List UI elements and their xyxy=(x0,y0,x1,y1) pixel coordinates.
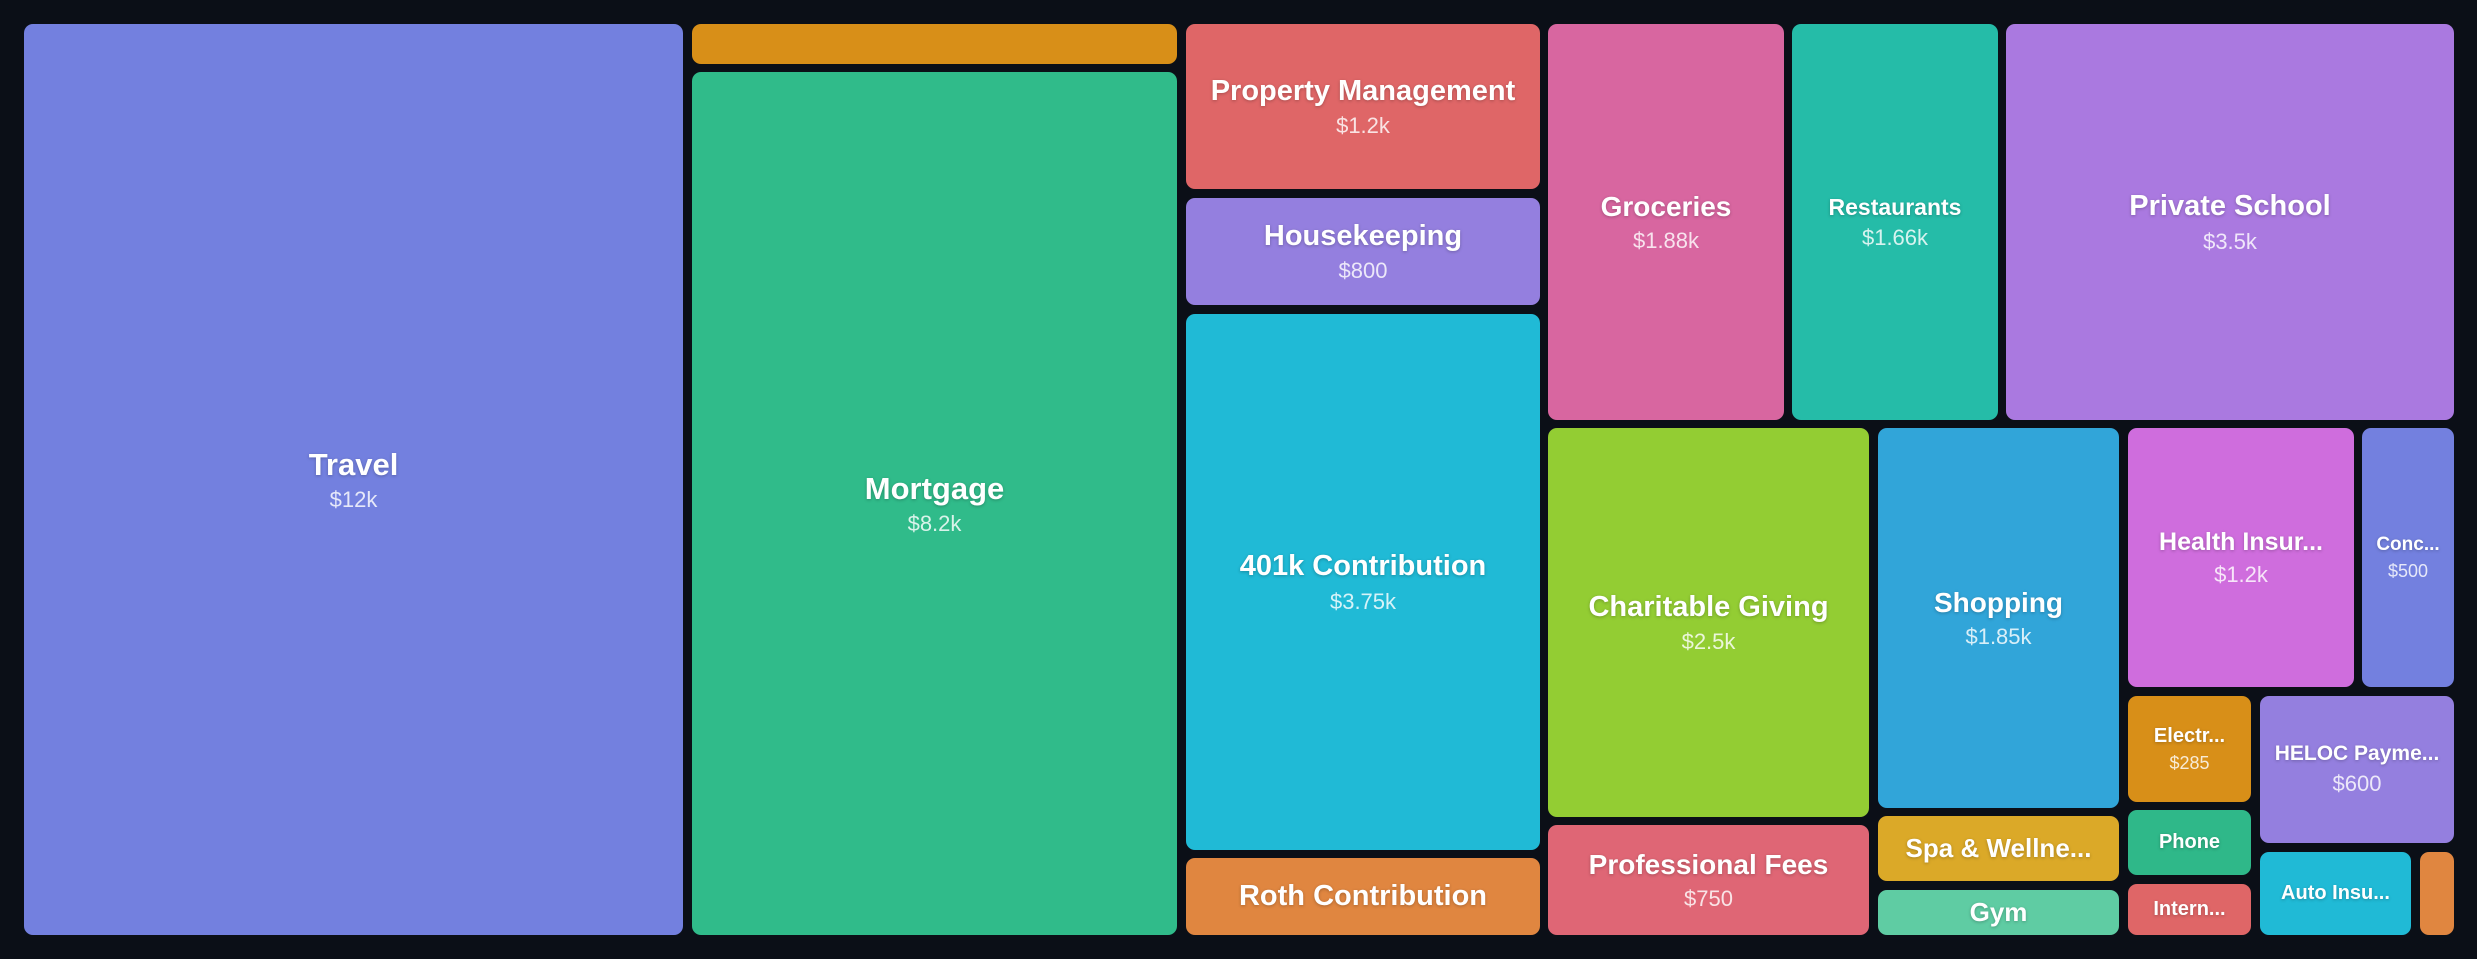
treemap-tile-private-school[interactable]: Private School $3.5k xyxy=(2006,24,2454,420)
tile-label: Gym xyxy=(1969,896,2028,927)
tile-label: Phone xyxy=(2158,831,2221,853)
tile-value: $2.5k xyxy=(1681,629,1736,655)
tile-label: HELOC Payme... xyxy=(2274,742,2440,766)
treemap-tile-shopping[interactable]: Shopping $1.85k xyxy=(1878,428,2119,808)
tile-label: Property Management xyxy=(1210,74,1516,107)
tile-label: Charitable Giving xyxy=(1588,590,1829,623)
tile-value: $1.66k xyxy=(1861,225,1929,251)
tile-value: $800 xyxy=(1338,258,1388,284)
treemap-tile-restaurants[interactable]: Restaurants $1.66k xyxy=(1792,24,1998,420)
tile-label: Roth Contribution xyxy=(1238,879,1488,912)
tile-value: $1.85k xyxy=(1965,624,2032,649)
treemap-tile-spa-wellne[interactable]: Spa & Wellne... xyxy=(1878,816,2119,881)
tile-label: Mortgage xyxy=(864,470,1005,506)
tile-value: $285 xyxy=(2169,752,2210,773)
tile-label: Intern... xyxy=(2153,898,2226,920)
tile-label: Restaurants xyxy=(1828,193,1962,220)
tile-value: $750 xyxy=(1684,886,1733,911)
tile-label: Housekeeping xyxy=(1263,219,1463,252)
tile-label: Electr... xyxy=(2153,724,2226,747)
treemap-tile-unlabeled-2[interactable] xyxy=(692,24,1177,64)
tile-label: Private School xyxy=(2129,190,2331,223)
tile-value: $8.2k xyxy=(907,511,962,537)
tile-label: Health Insur... xyxy=(2159,528,2323,557)
treemap-tile-401k-contribution[interactable]: 401k Contribution $3.75k xyxy=(1186,314,1540,850)
treemap-tile-auto-insu[interactable]: Auto Insu... xyxy=(2260,852,2411,935)
tile-label: Travel xyxy=(308,446,399,482)
treemap-tile-phone[interactable]: Phone xyxy=(2128,810,2251,875)
tile-label: Professional Fees xyxy=(1588,848,1829,880)
treemap-tile-roth-contribution[interactable]: Roth Contribution xyxy=(1186,858,1540,935)
treemap-tile-electr[interactable]: Electr... $285 xyxy=(2128,696,2251,802)
tile-label: Conc... xyxy=(2376,533,2440,555)
tile-label: Auto Insu... xyxy=(2281,882,2390,904)
treemap-tile-professional-fees[interactable]: Professional Fees $750 xyxy=(1548,825,1869,935)
tile-value: $3.75k xyxy=(1329,588,1397,614)
tile-value: $1.2k xyxy=(2214,561,2268,587)
tile-label: Shopping xyxy=(1933,586,2064,618)
treemap-tile-conc[interactable]: Conc... $500 xyxy=(2362,428,2454,687)
tile-label: 401k Contribution xyxy=(1239,550,1487,583)
treemap-tile-groceries[interactable]: Groceries $1.88k xyxy=(1548,24,1784,420)
tile-value: $600 xyxy=(2332,771,2382,797)
treemap-tile-property-management[interactable]: Property Management $1.2k xyxy=(1186,24,1540,189)
treemap-tile-heloc-payme[interactable]: HELOC Payme... $600 xyxy=(2260,696,2454,843)
treemap-tile-mortgage[interactable]: Mortgage $8.2k xyxy=(692,72,1177,935)
tile-value: $1.2k xyxy=(1336,113,1390,139)
treemap-tile-housekeeping[interactable]: Housekeeping $800 xyxy=(1186,198,1540,305)
treemap-tile-gym[interactable]: Gym xyxy=(1878,890,2119,935)
tile-label: Groceries xyxy=(1600,190,1732,222)
treemap-tile-unlabeled-19[interactable] xyxy=(2420,852,2454,935)
treemap-tile-health-insur[interactable]: Health Insur... $1.2k xyxy=(2128,428,2354,687)
treemap-tile-intern[interactable]: Intern... xyxy=(2128,884,2251,935)
treemap-tile-travel[interactable]: Travel $12k xyxy=(24,24,683,935)
tile-value: $1.88k xyxy=(1632,228,1700,253)
tile-label: Spa & Wellne... xyxy=(1905,832,2092,863)
tile-value: $500 xyxy=(2387,560,2429,581)
treemap-tile-charitable-giving[interactable]: Charitable Giving $2.5k xyxy=(1548,428,1869,817)
tile-value: $3.5k xyxy=(2203,228,2257,254)
tile-value: $12k xyxy=(329,487,378,513)
